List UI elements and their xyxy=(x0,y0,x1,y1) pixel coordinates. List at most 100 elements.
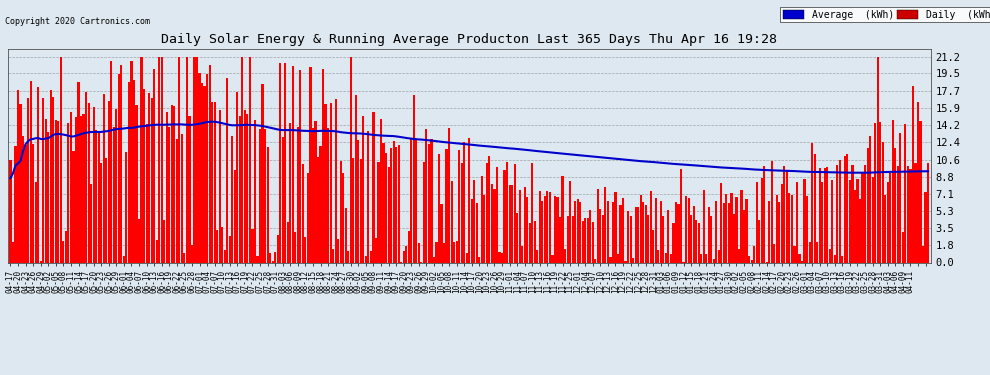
Bar xyxy=(532,163,534,262)
Bar xyxy=(705,254,707,262)
Bar xyxy=(776,195,778,262)
Bar xyxy=(529,223,531,262)
Bar xyxy=(693,206,695,262)
Bar xyxy=(652,230,654,262)
Bar xyxy=(232,136,234,262)
Bar xyxy=(204,86,206,262)
Bar xyxy=(491,184,493,262)
Bar xyxy=(247,114,248,262)
Bar xyxy=(370,251,372,262)
Bar xyxy=(52,97,54,262)
Bar xyxy=(884,195,886,262)
Bar xyxy=(801,261,803,262)
Bar xyxy=(176,139,178,262)
Bar xyxy=(788,193,790,262)
Bar xyxy=(160,57,162,262)
Bar xyxy=(539,191,541,262)
Bar xyxy=(856,179,858,262)
Bar xyxy=(375,238,377,262)
Bar xyxy=(315,121,317,262)
Bar xyxy=(465,254,468,262)
Bar xyxy=(302,164,304,262)
Bar xyxy=(274,252,276,262)
Bar xyxy=(738,249,741,262)
Bar xyxy=(498,252,501,262)
Bar xyxy=(920,122,922,262)
Bar xyxy=(506,162,508,262)
Bar xyxy=(335,99,337,262)
Bar xyxy=(834,255,836,262)
Bar xyxy=(237,92,239,262)
Bar xyxy=(665,254,667,262)
Bar xyxy=(382,143,385,262)
Bar xyxy=(887,182,889,262)
Bar xyxy=(509,184,511,262)
Bar xyxy=(299,70,301,262)
Bar xyxy=(345,209,346,262)
Bar xyxy=(131,61,133,262)
Bar xyxy=(546,191,548,262)
Bar xyxy=(188,116,190,262)
Bar xyxy=(365,256,367,262)
Bar xyxy=(57,121,59,262)
Bar xyxy=(446,148,447,262)
Bar xyxy=(150,98,152,262)
Bar xyxy=(214,102,216,262)
Bar xyxy=(829,249,831,262)
Bar xyxy=(644,205,646,262)
Bar xyxy=(253,120,256,262)
Bar xyxy=(723,203,725,262)
Bar xyxy=(726,194,728,262)
Bar xyxy=(64,231,67,262)
Bar xyxy=(309,67,312,262)
Bar xyxy=(128,82,130,262)
Bar xyxy=(284,63,286,262)
Bar xyxy=(390,148,392,262)
Bar xyxy=(198,73,201,262)
Bar xyxy=(121,65,123,262)
Bar xyxy=(85,92,87,262)
Bar xyxy=(136,105,138,262)
Bar xyxy=(438,153,441,262)
Bar xyxy=(685,196,687,262)
Bar xyxy=(504,170,506,262)
Bar xyxy=(874,123,876,262)
Bar xyxy=(191,245,193,262)
Bar xyxy=(143,89,146,262)
Bar xyxy=(778,202,780,262)
Bar xyxy=(95,130,97,262)
Bar xyxy=(155,240,157,262)
Bar xyxy=(393,141,395,262)
Bar xyxy=(256,256,258,262)
Bar xyxy=(473,180,475,262)
Bar xyxy=(659,201,662,262)
Bar xyxy=(871,177,874,262)
Bar xyxy=(899,133,902,262)
Bar xyxy=(736,197,738,262)
Bar xyxy=(700,254,702,262)
Bar xyxy=(436,242,438,262)
Bar xyxy=(597,189,599,262)
Bar xyxy=(317,157,319,262)
Bar xyxy=(387,167,390,262)
Bar xyxy=(193,57,196,262)
Bar xyxy=(428,144,430,262)
Bar xyxy=(77,81,79,262)
Bar xyxy=(20,104,22,262)
Bar xyxy=(183,253,185,262)
Bar xyxy=(320,146,322,262)
Bar xyxy=(514,164,516,262)
Bar xyxy=(854,190,856,262)
Bar xyxy=(638,207,640,262)
Bar xyxy=(806,196,808,262)
Bar xyxy=(453,242,455,262)
Bar xyxy=(92,107,95,262)
Bar xyxy=(544,196,545,262)
Bar xyxy=(170,105,173,262)
Bar xyxy=(526,197,529,262)
Bar xyxy=(770,161,773,262)
Bar xyxy=(710,216,713,262)
Bar xyxy=(367,131,369,262)
Bar xyxy=(791,195,793,262)
Bar xyxy=(43,98,45,262)
